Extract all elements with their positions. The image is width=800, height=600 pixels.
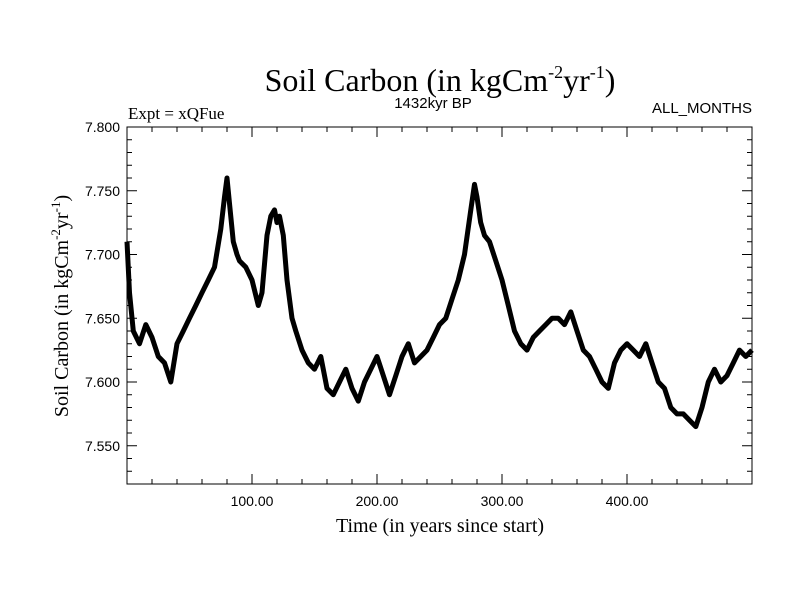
x-tick-label-3: 400.00 <box>606 493 649 509</box>
y-tick-label-3: 7.700 <box>85 247 120 263</box>
chart-title: Soil Carbon (in kgCm-2yr-1) <box>265 62 616 98</box>
x-tick-label-0: 100.00 <box>231 493 274 509</box>
y-tick-label-1: 7.600 <box>85 374 120 390</box>
series-line-soil-carbon <box>124 175 754 430</box>
y-tick-label-4: 7.750 <box>85 183 120 199</box>
x-tick-label-1: 200.00 <box>356 493 399 509</box>
y-tick-label-2: 7.650 <box>85 310 120 326</box>
plot-frame <box>126 126 753 485</box>
y-axis-label: Soil Carbon (in kgCm-2yr-1) <box>48 195 73 417</box>
y-axis-ticks: 7.550 7.600 7.650 7.700 7.750 7.800 <box>85 119 752 472</box>
x-axis-label: Time (in years since start) <box>336 515 544 537</box>
x-axis-ticks: 100.00 200.00 300.00 400.00 <box>151 127 728 509</box>
y-tick-label-5: 7.800 <box>85 119 120 135</box>
x-tick-label-2: 300.00 <box>481 493 524 509</box>
period-label: ALL_MONTHS <box>652 100 752 117</box>
y-tick-label-0: 7.550 <box>85 438 120 454</box>
experiment-label: Expt = xQFue <box>128 104 224 123</box>
chart-subtitle: 1432kyr BP <box>394 95 472 112</box>
